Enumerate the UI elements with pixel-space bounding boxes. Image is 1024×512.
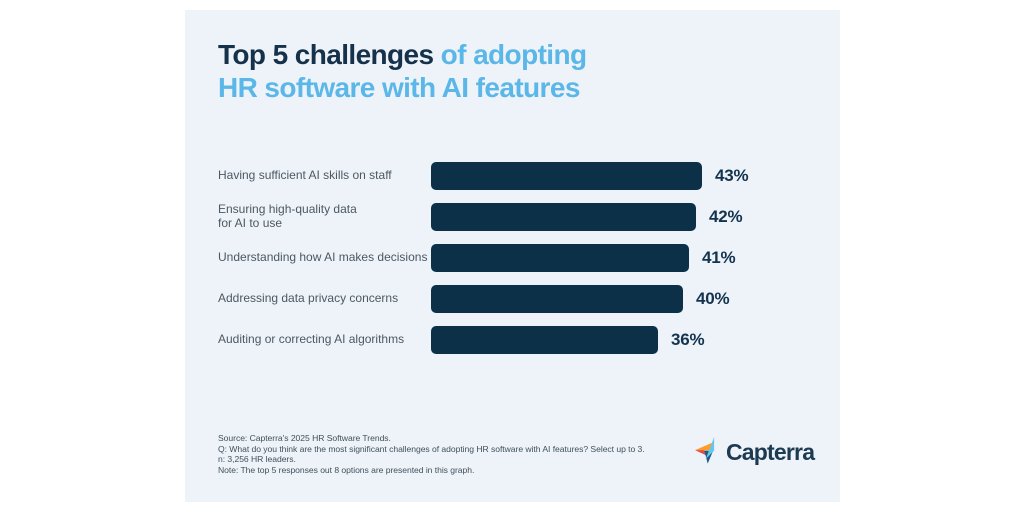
bar xyxy=(431,284,683,313)
value-label: 40% xyxy=(696,288,730,308)
infographic-card: Top 5 challenges of adopting HR software … xyxy=(185,10,840,502)
footnote-line: n: 3,256 HR leaders. xyxy=(218,454,296,465)
chart-title: Top 5 challenges of adopting HR software … xyxy=(218,38,587,104)
bar xyxy=(431,325,658,354)
value-label: 41% xyxy=(702,247,736,267)
category-label: Auditing or correcting AI algorithms xyxy=(218,331,405,346)
footnote-line: Source: Capterra's 2025 HR Software Tren… xyxy=(218,433,391,443)
capterra-logo-icon xyxy=(695,437,715,464)
category-label: Understanding how AI makes decisions xyxy=(218,249,428,264)
capterra-logo: Capterra xyxy=(695,436,815,467)
capterra-logo-text: Capterra xyxy=(726,439,815,465)
category-label: Having sufficient AI skills on staff xyxy=(218,167,392,182)
value-label: 36% xyxy=(671,329,705,349)
bar-row: Having sufficient AI skills on staff 43% xyxy=(218,161,818,190)
bar-row: Auditing or correcting AI algorithms 36% xyxy=(218,325,818,354)
category-label: Ensuring high-quality data for AI to use xyxy=(218,202,357,230)
bar-row: Addressing data privacy concerns 40% xyxy=(218,284,818,313)
bar-chart: Having sufficient AI skills on staff 43% E… xyxy=(218,161,818,366)
title-light-part: of adopting xyxy=(433,39,587,70)
footnote-line: Q: What do you think are the most signif… xyxy=(218,443,645,454)
bar xyxy=(431,243,689,272)
footnote-line: Note: The top 5 responses out 8 options … xyxy=(218,465,475,476)
title-dark-part: Top 5 challenges xyxy=(218,39,434,70)
bar xyxy=(431,202,696,231)
bar-row: Understanding how AI makes decisions 41% xyxy=(218,243,818,272)
bar-row: Ensuring high-quality data for AI to use 4… xyxy=(218,202,818,231)
value-label: 43% xyxy=(715,165,749,185)
category-label: Addressing data privacy concerns xyxy=(218,290,399,305)
title-line2: HR software with AI features xyxy=(218,72,580,103)
bar xyxy=(431,161,702,190)
footnotes: Source: Capterra's 2025 HR Software Tren… xyxy=(218,433,645,476)
value-label: 42% xyxy=(709,206,743,226)
